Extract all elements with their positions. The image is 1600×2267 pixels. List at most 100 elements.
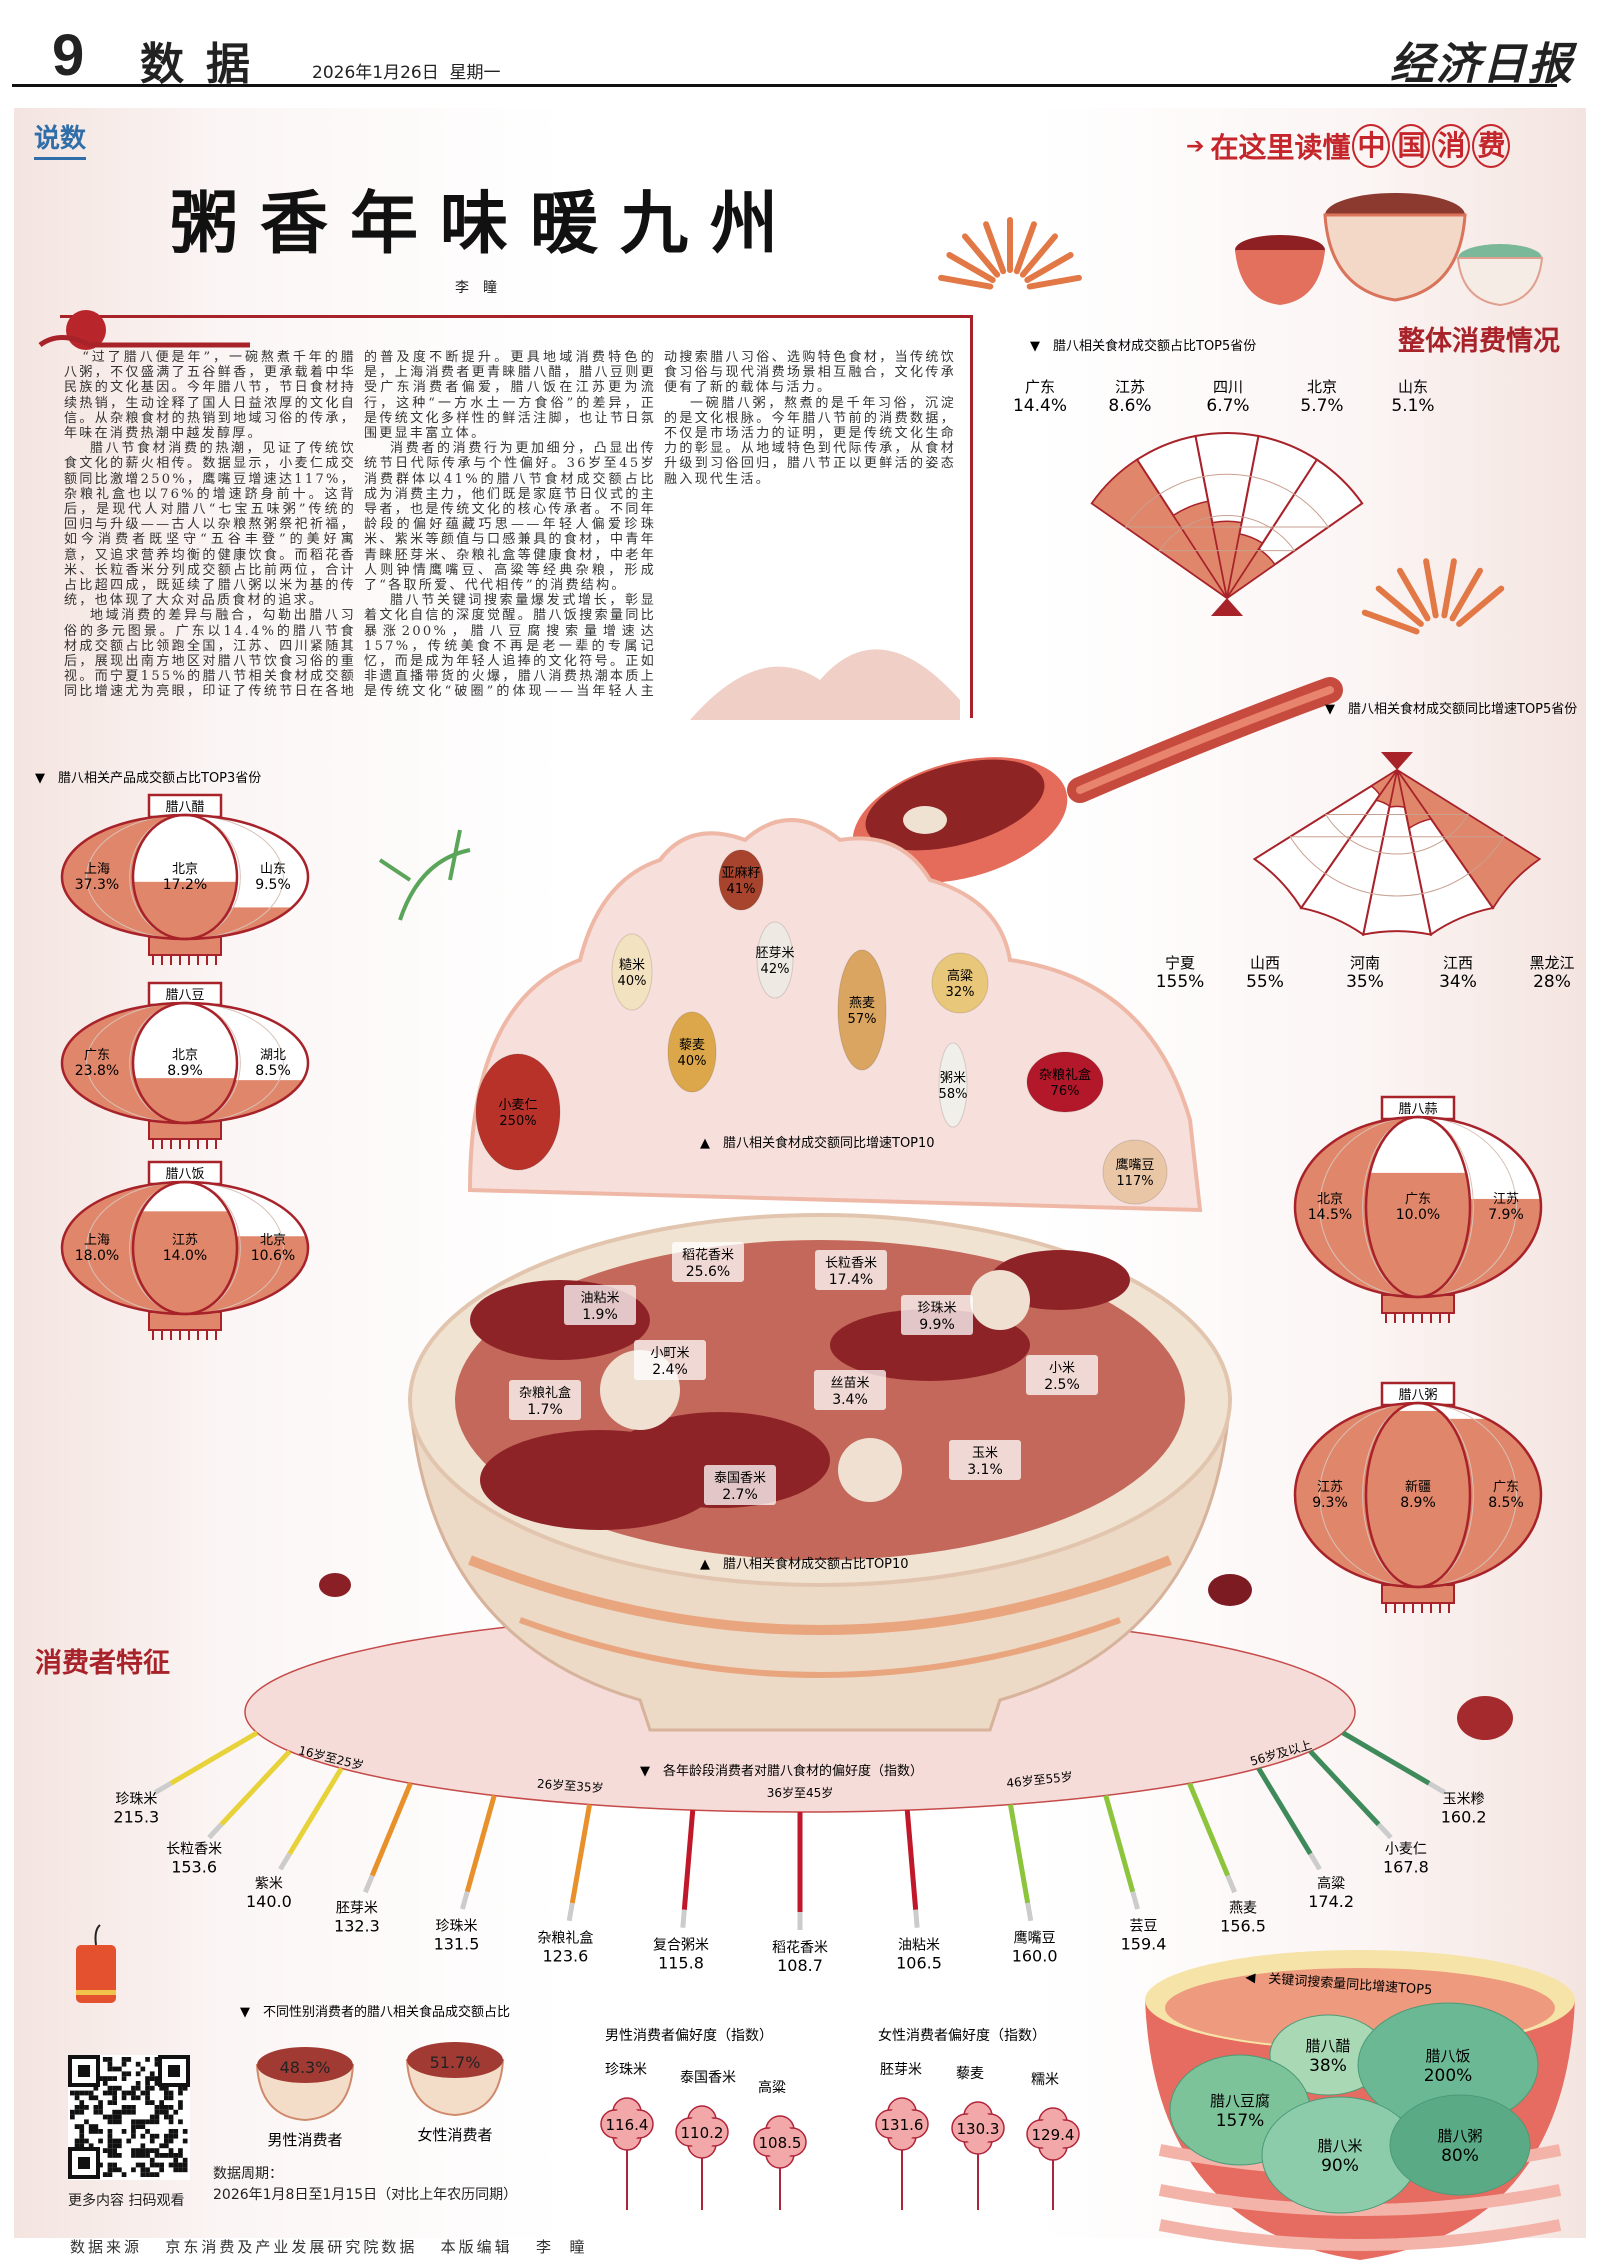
grain-name: 亚麻籽 bbox=[721, 866, 760, 881]
fan-guide-arc bbox=[1158, 515, 1296, 552]
lantern-value: 7.9% bbox=[1488, 1207, 1524, 1223]
age-item-value: 174.2 bbox=[1308, 1892, 1354, 1911]
age-item-value: 132.3 bbox=[334, 1917, 380, 1936]
share-value: 1.9% bbox=[582, 1307, 618, 1323]
footer-credits: 数据来源 京东消费及产业发展研究院数据 本版编辑 李 瞳 bbox=[70, 2236, 588, 2257]
lantern-province: 上海 bbox=[84, 862, 110, 877]
age-item-name: 杂粮礼盒 bbox=[537, 1929, 593, 1946]
lantern-province: 山东 bbox=[260, 862, 286, 877]
data-period-value: 2026年1月8日至1月15日（对比上年农历同期） bbox=[213, 2187, 518, 2203]
lantern-province: 江苏 bbox=[1493, 1191, 1519, 1207]
qr-code[interactable] bbox=[68, 2055, 190, 2180]
grain-value: 250% bbox=[499, 1114, 536, 1129]
fan-label-name: 河南 bbox=[1350, 954, 1380, 972]
lantern-value: 18.0% bbox=[75, 1248, 119, 1264]
age-preference-stick bbox=[1187, 1782, 1231, 1877]
lantern-value: 8.5% bbox=[1488, 1495, 1524, 1511]
headline: 粥香年味暖九州 bbox=[170, 185, 801, 264]
share-label-box bbox=[814, 1370, 886, 1410]
lantern-value: 8.9% bbox=[1400, 1495, 1436, 1511]
share-value: 1.7% bbox=[527, 1402, 563, 1418]
age-item-value: 156.5 bbox=[1220, 1917, 1266, 1936]
grain-value: 76% bbox=[1051, 1084, 1080, 1099]
grain-value: 117% bbox=[1116, 1174, 1153, 1189]
stick-tip bbox=[1376, 1822, 1393, 1840]
grain-name: 糙米 bbox=[619, 958, 645, 973]
lantern-province: 上海 bbox=[84, 1233, 110, 1248]
grain-name: 燕麦 bbox=[849, 996, 875, 1011]
banner-circled-char: 中 bbox=[1352, 124, 1391, 168]
firecracker-decoration bbox=[76, 1924, 116, 2003]
source-label: 数据来源 bbox=[70, 2238, 143, 2256]
share-name: 泰国香米 bbox=[714, 1471, 766, 1486]
search-item-name: 腊八豆腐 bbox=[1210, 2092, 1270, 2110]
column-tag: 说数 bbox=[34, 118, 87, 160]
gender-title: ▼ 不同性别消费者的腊八相关食品成交额占比 bbox=[240, 2004, 510, 2020]
grain-icon bbox=[756, 921, 794, 999]
age-item-name: 玉米糁 bbox=[1443, 1792, 1485, 1808]
fan-label-name: 四川 bbox=[1213, 378, 1243, 396]
pref-item-name: 泰国香米 bbox=[680, 2070, 736, 2086]
stick-tip bbox=[207, 1822, 224, 1840]
header-rule bbox=[12, 84, 1557, 87]
egg-icon bbox=[1389, 2094, 1531, 2196]
grain-name: 胚芽米 bbox=[755, 946, 794, 961]
lantern-province: 湖北 bbox=[260, 1048, 286, 1063]
gender-preference-chart: 珍珠米 116.4 泰国香米 110.2 高粱 108.5 胚芽米 131.6 藜麦 130.3 糯… bbox=[600, 2062, 1080, 2210]
firework-decoration bbox=[938, 217, 1505, 635]
source-name: 京东消费及产业发展研究院数据 bbox=[165, 2238, 418, 2256]
stick-tip bbox=[566, 1902, 575, 1922]
age-chart-title: ▼ 各年龄段消费者对腊八食材的偏好度（指数） bbox=[640, 1763, 923, 1779]
grain-value: 57% bbox=[848, 1012, 877, 1027]
search-item-name: 腊八粥 bbox=[1437, 2127, 1482, 2145]
article-body: “过了腊八便是年”，一碗熬煮千年的腊八粥，不仅盛满了五谷鲜香，更承载着中华民族的… bbox=[64, 350, 956, 712]
age-item-value: 140.0 bbox=[246, 1892, 292, 1911]
stick-tip bbox=[913, 1909, 920, 1928]
male-pref-title: 男性消费者偏好度（指数） bbox=[605, 2028, 773, 2044]
lantern-province: 新疆 bbox=[1405, 1479, 1431, 1495]
pref-item-name: 高粱 bbox=[758, 2079, 786, 2096]
age-preference-stick bbox=[1256, 1767, 1313, 1856]
flower-icon bbox=[951, 2101, 1005, 2155]
fan-label-value: 34% bbox=[1439, 972, 1477, 992]
age-item-name: 高粱 bbox=[1317, 1875, 1345, 1892]
gender-bowl: 51.7% 女性消费者 bbox=[405, 2042, 505, 2144]
grain-name: 粥米 bbox=[940, 1070, 966, 1086]
fan-label-name: 山西 bbox=[1250, 954, 1280, 972]
lantern-fill-middle bbox=[1366, 1410, 1470, 1587]
age-preference-stick bbox=[1341, 1730, 1431, 1786]
gender-share-value: 48.3% bbox=[280, 2058, 331, 2077]
lantern-product-label: 腊八蒜 bbox=[1398, 1102, 1437, 1117]
age-item-value: 106.5 bbox=[896, 1954, 942, 1973]
age-item-name: 燕麦 bbox=[1229, 1901, 1257, 1917]
series-banner: ➔ 在这里读懂 中 国 消 费 bbox=[1186, 124, 1511, 168]
share-name: 油粘米 bbox=[580, 1291, 619, 1306]
pref-item-name: 胚芽米 bbox=[880, 2062, 922, 2078]
fan-label-name: 黑龙江 bbox=[1529, 954, 1574, 972]
age-item-name: 珍珠米 bbox=[435, 1918, 477, 1934]
female-pref-title: 女性消费者偏好度（指数） bbox=[878, 2027, 1046, 2044]
stick-tip bbox=[363, 1874, 375, 1894]
pref-value: 129.4 bbox=[1032, 2126, 1075, 2144]
share-top10-title: ▲ 腊八相关食材成交额占比TOP10 bbox=[700, 1556, 909, 1572]
article-paragraph: 腊八节关键词搜索量爆发式增长，彰显着文化自信的深度觉醒。腊八饭搜索量同比暴涨20… bbox=[364, 350, 956, 700]
fan-label-name: 宁夏 bbox=[1165, 954, 1195, 972]
section-name: 数据 bbox=[140, 39, 272, 90]
bean-decoration bbox=[1457, 1696, 1513, 1740]
grain-icon bbox=[667, 1011, 717, 1093]
age-preference-stick bbox=[287, 1767, 344, 1856]
age-preference-stick bbox=[569, 1804, 592, 1904]
gender-label: 男性消费者 bbox=[267, 2131, 342, 2149]
share-label-box bbox=[1026, 1355, 1098, 1395]
lantern-value: 14.0% bbox=[163, 1248, 207, 1264]
flower-icon bbox=[600, 2097, 654, 2151]
lantern-value: 23.8% bbox=[75, 1063, 119, 1079]
grain-name: 藜麦 bbox=[679, 1038, 705, 1053]
grain-value: 42% bbox=[761, 962, 790, 977]
banner-prefix: 在这里读懂 bbox=[1210, 131, 1351, 164]
grain-name: 鹰嘴豆 bbox=[1115, 1157, 1154, 1173]
arrow-icon: ➔ bbox=[1186, 133, 1205, 159]
qr-caption: 更多内容 扫码观看 bbox=[68, 2193, 185, 2209]
article-paragraph: “过了腊八便是年”，一碗熬煮千年的腊八粥，不仅盛满了五谷鲜香，更承载着中华民族的… bbox=[64, 350, 356, 442]
